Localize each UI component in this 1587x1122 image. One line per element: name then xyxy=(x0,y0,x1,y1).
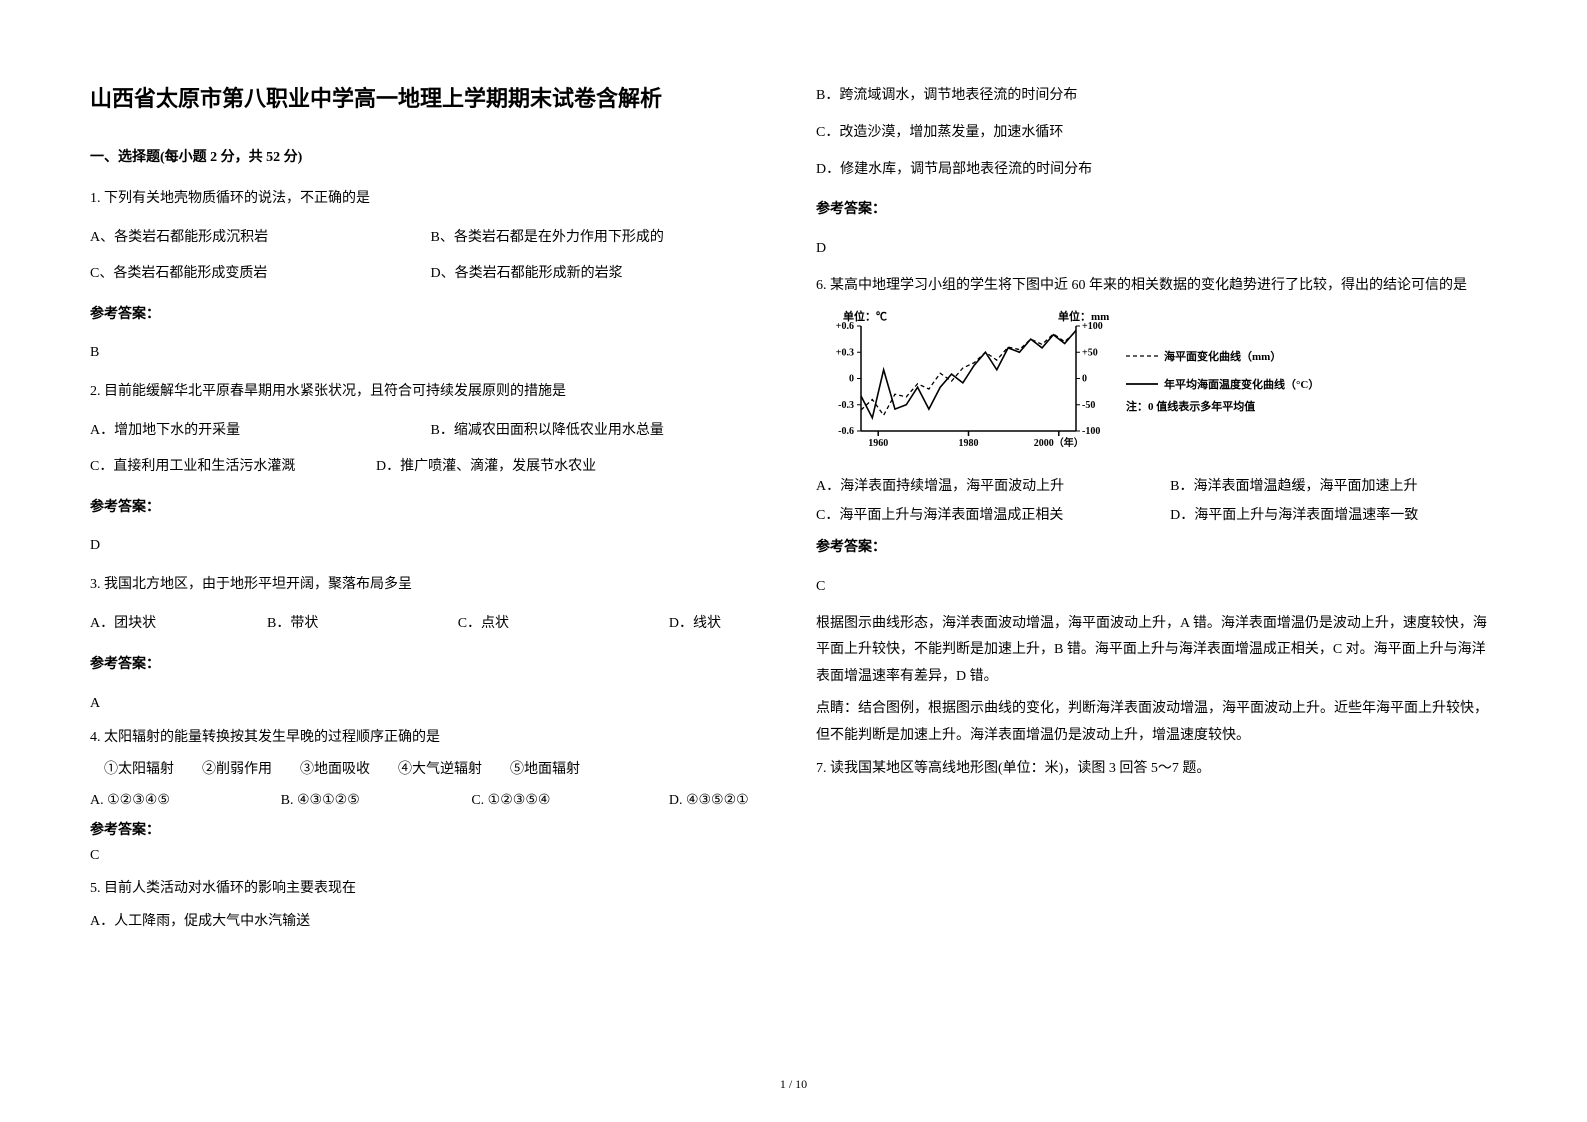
q5-opt-d: D．修建水库，调节局部地表径流的时间分布 xyxy=(816,155,1497,186)
q2-text: 2. 目前能缓解华北平原春旱期用水紧张状况，且符合可持续发展原则的措施是 xyxy=(90,377,771,408)
chart-svg: 单位：℃单位：mm+0.6+0.30-0.3-0.6+100+500-50-10… xyxy=(816,308,1326,458)
svg-text:-0.3: -0.3 xyxy=(838,399,854,410)
q1-opt-d: D、各类岩石都能形成新的岩浆 xyxy=(431,259,772,290)
q1-opt-b: B、各类岩石都是在外力作用下形成的 xyxy=(431,223,772,254)
svg-text:0: 0 xyxy=(1082,373,1087,384)
left-column: 山西省太原市第八职业中学高一地理上学期期末试卷含解析 一、选择题(每小题 2 分… xyxy=(90,75,771,944)
q2-opt-b: B．缩减农田面积以降低农业用水总量 xyxy=(431,416,772,447)
q2-opt-c: C．直接利用工业和生活污水灌溉 xyxy=(90,452,376,483)
q1-opt-a: A、各类岩石都能形成沉积岩 xyxy=(90,223,431,254)
right-column: B．跨流域调水，调节地表径流的时间分布 C．改造沙漠，增加蒸发量，加速水循环 D… xyxy=(816,75,1497,944)
svg-text:+50: +50 xyxy=(1082,347,1098,358)
q3-opt-a: A．团块状 xyxy=(90,609,267,640)
q2-opt-a: A．增加地下水的开采量 xyxy=(90,416,431,447)
q5-text: 5. 目前人类活动对水循环的影响主要表现在 xyxy=(90,876,771,901)
q6-opt-a: A．海洋表面持续增温，海平面波动上升 xyxy=(816,475,1170,499)
q4-ans: C xyxy=(90,843,771,868)
sea-temp-chart: 单位：℃单位：mm+0.6+0.30-0.3-0.6+100+500-50-10… xyxy=(816,308,1497,471)
q1-options-row2: C、各类岩石都能形成变质岩 D、各类岩石都能形成新的岩浆 xyxy=(90,259,771,290)
svg-text:注：0 值线表示多年平均值: 注：0 值线表示多年平均值 xyxy=(1126,399,1255,413)
svg-text:+0.6: +0.6 xyxy=(836,321,854,332)
q5-ans: D xyxy=(816,234,1497,265)
q4-opt-a: A. ①②③④⑤ xyxy=(90,788,281,813)
q6-options-row1: A．海洋表面持续增温，海平面波动上升 B．海洋表面增温趋缓，海平面加速上升 xyxy=(816,475,1497,499)
q5-opt-a: A．人工降雨，促成大气中水汽输送 xyxy=(90,907,771,938)
svg-text:-0.6: -0.6 xyxy=(838,426,854,437)
svg-text:2000（年）: 2000（年） xyxy=(1034,436,1084,449)
svg-text:+100: +100 xyxy=(1082,321,1103,332)
q3-ans: A xyxy=(90,689,771,720)
q1-text: 1. 下列有关地壳物质循环的说法，不正确的是 xyxy=(90,184,771,215)
svg-text:0: 0 xyxy=(849,373,854,384)
exam-title: 山西省太原市第八职业中学高一地理上学期期末试卷含解析 xyxy=(90,75,771,123)
q6-exp2: 点睛：结合图例，根据图示曲线的变化，判断海洋表面波动增温，海平面波动上升。近些年… xyxy=(816,696,1497,749)
q6-text: 6. 某高中地理学习小组的学生将下图中近 60 年来的相关数据的变化趋势进行了比… xyxy=(816,273,1497,300)
svg-text:年平均海面温度变化曲线（°C）: 年平均海面温度变化曲线（°C） xyxy=(1164,377,1319,391)
q2-ans-label: 参考答案： xyxy=(90,493,771,524)
q1-ans: B xyxy=(90,338,771,369)
q5-opt-b: B．跨流域调水，调节地表径流的时间分布 xyxy=(816,81,1497,112)
q4-opt-b: B. ④③①②⑤ xyxy=(281,788,472,813)
q6-ans: C xyxy=(816,572,1497,603)
q6-ans-label: 参考答案： xyxy=(816,533,1497,564)
q1-opt-c: C、各类岩石都能形成变质岩 xyxy=(90,259,431,290)
q3-text: 3. 我国北方地区，由于地形平坦开阔，聚落布局多呈 xyxy=(90,570,771,601)
q4-ans-label: 参考答案： xyxy=(90,818,771,843)
q4-opt-c: C. ①②③⑤④ xyxy=(471,788,668,813)
q6-opt-b: B．海洋表面增温趋缓，海平面加速上升 xyxy=(1170,475,1497,499)
q1-options-row1: A、各类岩石都能形成沉积岩 B、各类岩石都是在外力作用下形成的 xyxy=(90,223,771,254)
q6-exp1: 根据图示曲线形态，海洋表面波动增温，海平面波动上升，A 错。海洋表面增温仍是波动… xyxy=(816,611,1497,691)
q4-options: A. ①②③④⑤ B. ④③①②⑤ C. ①②③⑤④ D. ④③⑤②① xyxy=(90,788,771,813)
q3-ans-label: 参考答案： xyxy=(90,650,771,681)
svg-text:+0.3: +0.3 xyxy=(836,347,854,358)
q1-ans-label: 参考答案： xyxy=(90,300,771,331)
q3-opt-c: C．点状 xyxy=(458,609,669,640)
q6-opt-c: C．海平面上升与海洋表面增温成正相关 xyxy=(816,504,1170,528)
q2-options-row1: A．增加地下水的开采量 B．缩减农田面积以降低农业用水总量 xyxy=(90,416,771,447)
q5-opt-c: C．改造沙漠，增加蒸发量，加速水循环 xyxy=(816,118,1497,149)
section-header: 一、选择题(每小题 2 分，共 52 分) xyxy=(90,143,771,174)
q2-opt-d: D．推广喷灌、滴灌，发展节水农业 xyxy=(376,452,771,483)
q4-text: 4. 太阳辐射的能量转换按其发生早晚的过程顺序正确的是 xyxy=(90,725,771,750)
q3-options: A．团块状 B．带状 C．点状 D．线状 xyxy=(90,609,771,640)
svg-text:海平面变化曲线（mm）: 海平面变化曲线（mm） xyxy=(1164,349,1281,363)
svg-text:-100: -100 xyxy=(1082,426,1100,437)
q4-opt-d: D. ④③⑤②① xyxy=(669,788,771,813)
q6-options-row2: C．海平面上升与海洋表面增温成正相关 D．海平面上升与海洋表面增温速率一致 xyxy=(816,504,1497,528)
q5-ans-label: 参考答案： xyxy=(816,195,1497,226)
svg-text:1960: 1960 xyxy=(868,438,888,449)
q4-items: ①太阳辐射 ②削弱作用 ③地面吸收 ④大气逆辐射 ⑤地面辐射 xyxy=(90,757,771,782)
q2-options-row2: C．直接利用工业和生活污水灌溉 D．推广喷灌、滴灌，发展节水农业 xyxy=(90,452,771,483)
q7-text: 7. 读我国某地区等高线地形图(单位：米)，读图 3 回答 5～7 题。 xyxy=(816,756,1497,783)
q3-opt-d: D．线状 xyxy=(669,609,771,640)
q3-opt-b: B．带状 xyxy=(267,609,458,640)
svg-text:-50: -50 xyxy=(1082,399,1095,410)
svg-text:1980: 1980 xyxy=(959,438,979,449)
page-footer: 1 / 10 xyxy=(0,1077,1587,1092)
q6-opt-d: D．海平面上升与海洋表面增温速率一致 xyxy=(1170,504,1497,528)
q2-ans: D xyxy=(90,531,771,562)
